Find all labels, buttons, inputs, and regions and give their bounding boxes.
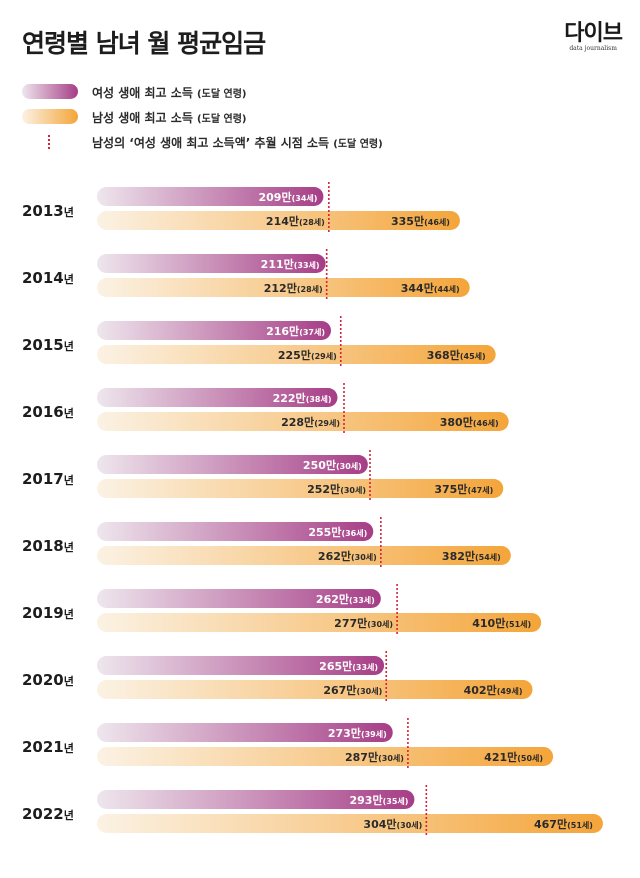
year-row-2017: 2017년 250만(30세) 252만(30세) 375만(47세) — [22, 450, 504, 501]
year-row-2015: 2015년 216만(37세) 225만(29세) 368만(45세) — [22, 316, 496, 367]
year-row-2019: 2019년 262만(33세) 277만(30세) 410만(51세) — [22, 584, 542, 635]
women-value-label: 211만(33세) — [261, 257, 320, 271]
bar-women-max — [97, 522, 374, 541]
women-value-label: 273만(39세) — [328, 726, 387, 740]
men-value-label: 382만(54세) — [442, 549, 501, 563]
women-value-label: 265만(33세) — [319, 659, 378, 673]
year-row-2020: 2020년 265만(33세) 267만(30세) 402만(49세) — [22, 651, 533, 702]
year-label: 2019년 — [22, 604, 74, 622]
logo: 다이브 data journalism — [564, 21, 623, 53]
year-row-2014: 2014년 211만(33세) 212만(28세) 344만(44세) — [22, 249, 470, 300]
bar-women-max — [97, 723, 393, 742]
women-value-label: 293만(35세) — [350, 793, 409, 807]
bar-women-max — [97, 790, 415, 809]
bar-men-max — [97, 211, 460, 230]
crossover-value-label: 277만(30세) — [334, 616, 393, 630]
men-value-label: 375만(47세) — [434, 482, 493, 496]
men-value-label: 402만(49세) — [464, 683, 523, 697]
legend-swatch-women — [22, 84, 78, 99]
logo-subtitle: data journalism — [569, 45, 617, 52]
women-value-label: 216만(37세) — [266, 324, 325, 338]
crossover-value-label: 262만(30세) — [318, 549, 377, 563]
crossover-value-label: 225만(29세) — [278, 348, 337, 362]
year-label: 2016년 — [22, 403, 74, 421]
crossover-value-label: 212만(28세) — [264, 281, 323, 295]
women-value-label: 262만(33세) — [316, 592, 375, 606]
women-value-label: 222만(38세) — [273, 391, 332, 405]
bar-men-max — [97, 613, 542, 632]
legend-label-men: 남성 생애 최고 소득 — [92, 111, 193, 125]
men-value-label: 467만(51세) — [534, 817, 593, 831]
year-label: 2017년 — [22, 470, 74, 488]
bar-women-max — [97, 589, 381, 608]
page-title: 연령별 남녀 월 평균임금 — [22, 29, 266, 58]
year-label: 2015년 — [22, 336, 74, 354]
women-value-label: 250만(30세) — [303, 458, 362, 472]
crossover-value-label: 214만(28세) — [266, 214, 325, 228]
year-row-2013: 2013년 209만(34세) 214만(28세) 335만(46세) — [22, 182, 460, 233]
bar-women-max — [97, 656, 385, 675]
bar-men-max — [97, 479, 504, 498]
year-label: 2020년 — [22, 671, 74, 689]
bar-men-max — [97, 546, 511, 565]
women-value-label: 255만(36세) — [308, 525, 367, 539]
bar-men-max — [97, 747, 554, 766]
legend-swatch-men — [22, 109, 78, 124]
crossover-value-label: 252만(30세) — [307, 482, 366, 496]
bar-men-max — [97, 278, 470, 297]
bar-men-max — [97, 814, 603, 833]
year-label: 2021년 — [22, 738, 74, 756]
bar-women-max — [97, 254, 326, 273]
bar-women-max — [97, 187, 324, 206]
bar-women-max — [97, 455, 368, 474]
legend-sub-women: (도달 연령) — [197, 89, 247, 100]
legend-sub-marker: (도달 연령) — [333, 139, 383, 150]
year-label: 2014년 — [22, 269, 74, 287]
year-row-2021: 2021년 273만(39세) 287만(30세) 421만(50세) — [22, 718, 554, 769]
men-value-label: 410만(51세) — [472, 616, 531, 630]
legend-label-women: 여성 생애 최고 소득 — [92, 86, 193, 100]
crossover-value-label: 228만(29세) — [281, 415, 340, 429]
bar-men-max — [97, 412, 509, 431]
year-label: 2013년 — [22, 202, 74, 220]
legend-label-marker: 남성의 ‘여성 생애 최고 소득액’ 추월 시점 소득 — [92, 136, 330, 150]
legend-sub-men: (도달 연령) — [197, 114, 247, 125]
bar-women-max — [97, 321, 331, 340]
bar-women-max — [97, 388, 338, 407]
bar-men-max — [97, 345, 496, 364]
year-row-2016: 2016년 222만(38세) 228만(29세) 380만(46세) — [22, 383, 509, 434]
crossover-value-label: 304만(30세) — [363, 817, 422, 831]
logo-mark: 다이브 — [564, 21, 623, 46]
year-row-2018: 2018년 255만(36세) 262만(30세) 382만(54세) — [22, 517, 511, 568]
bar-men-max — [97, 680, 533, 699]
crossover-value-label: 287만(30세) — [345, 750, 404, 764]
women-value-label: 209만(34세) — [259, 190, 318, 204]
men-value-label: 344만(44세) — [401, 281, 460, 295]
men-value-label: 380만(46세) — [440, 415, 499, 429]
men-value-label: 368만(45세) — [427, 348, 486, 362]
legend-dotted-line-icon — [48, 135, 50, 149]
men-value-label: 335만(46세) — [391, 214, 450, 228]
men-value-label: 421만(50세) — [484, 750, 543, 764]
year-row-2022: 2022년 293만(35세) 304만(30세) 467만(51세) — [22, 785, 603, 836]
year-label: 2022년 — [22, 805, 74, 823]
year-label: 2018년 — [22, 537, 74, 555]
crossover-value-label: 267만(30세) — [323, 683, 382, 697]
